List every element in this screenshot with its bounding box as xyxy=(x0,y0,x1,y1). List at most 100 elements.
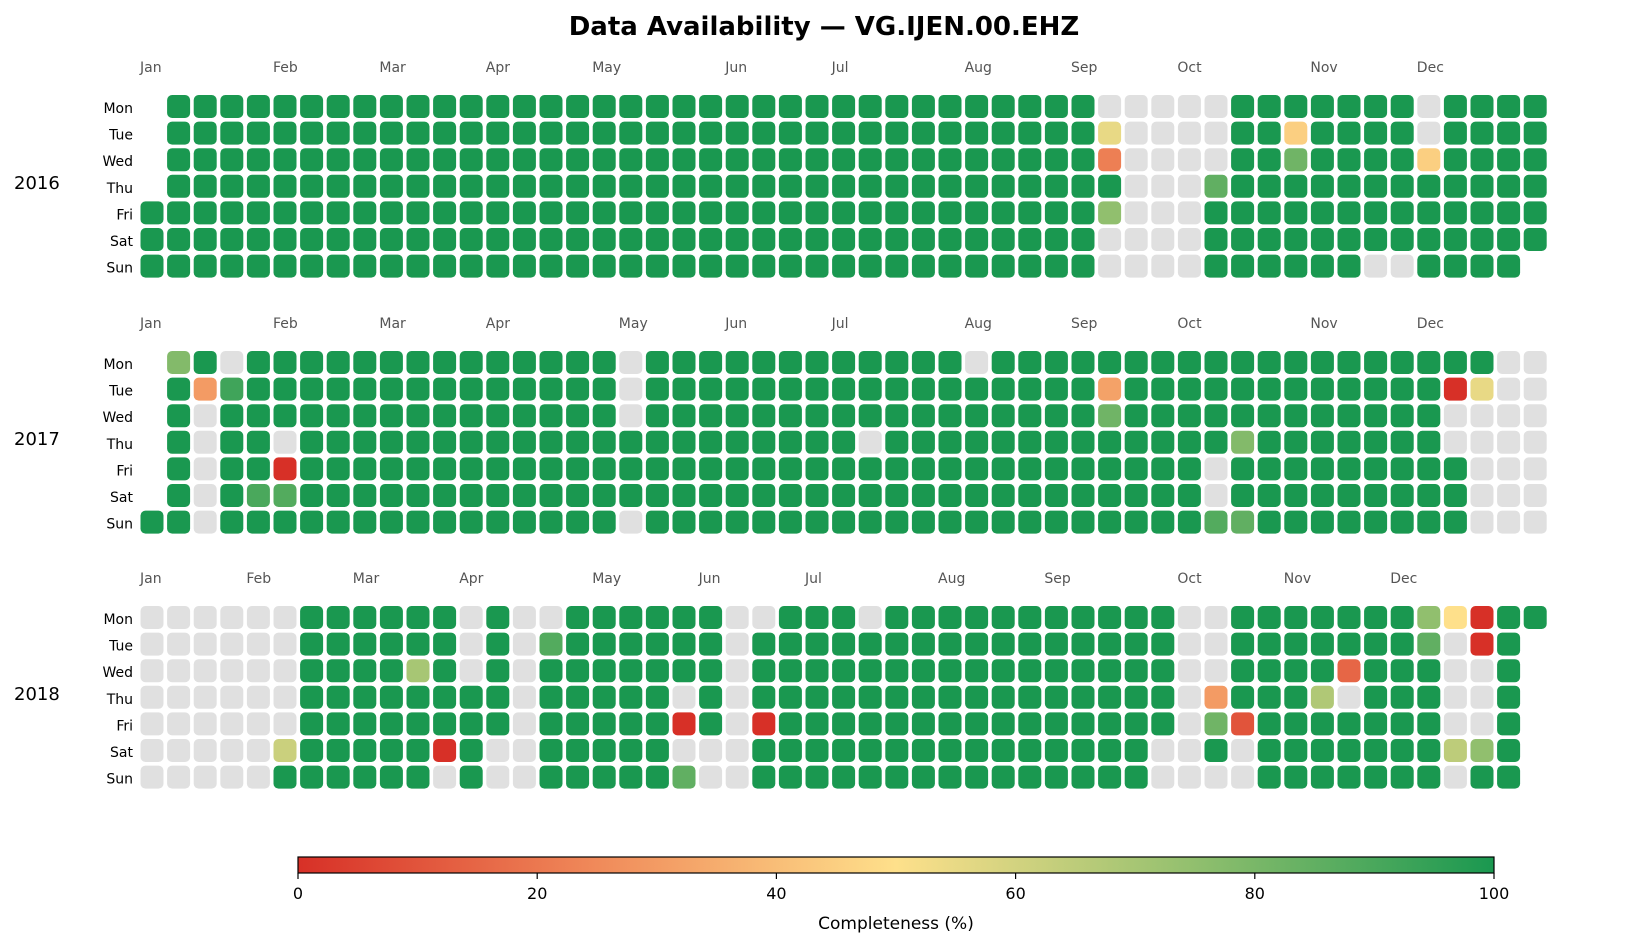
day-cell xyxy=(911,121,935,145)
day-cell xyxy=(832,484,856,507)
day-cell xyxy=(220,739,244,762)
day-cell xyxy=(1177,148,1201,172)
day-cell xyxy=(752,484,776,507)
month-label: Mar xyxy=(379,316,406,332)
day-cell xyxy=(273,712,297,736)
day-cell xyxy=(486,457,510,481)
day-cell xyxy=(911,430,935,454)
day-cell xyxy=(1151,174,1175,198)
day-cell xyxy=(938,404,962,428)
day-cell xyxy=(1284,351,1308,374)
day-label: Fri xyxy=(116,463,133,479)
day-cell xyxy=(1390,685,1414,709)
day-cell xyxy=(1124,739,1148,762)
day-cell xyxy=(1151,148,1175,172)
month-label: Feb xyxy=(273,60,298,76)
day-cell xyxy=(1098,685,1122,709)
day-cell xyxy=(938,430,962,454)
day-cell xyxy=(699,95,723,118)
day-cell xyxy=(1071,201,1095,225)
day-cell xyxy=(539,712,563,736)
day-cell xyxy=(1497,351,1521,374)
day-cell xyxy=(1284,739,1308,762)
day-cell xyxy=(1470,659,1494,683)
day-cell xyxy=(539,484,563,507)
day-cell xyxy=(1417,685,1441,709)
day-cell xyxy=(805,712,829,736)
day-cell xyxy=(1257,457,1281,481)
day-cell xyxy=(645,404,669,428)
day-cell xyxy=(300,174,324,198)
day-cell xyxy=(1417,95,1441,118)
day-cell xyxy=(566,659,590,683)
day-cell xyxy=(539,632,563,656)
day-cell xyxy=(592,201,616,225)
day-cell xyxy=(1257,201,1281,225)
day-cell xyxy=(911,659,935,683)
day-cell xyxy=(965,121,989,145)
day-cell xyxy=(1044,254,1068,278)
day-cell xyxy=(246,174,270,198)
day-cell xyxy=(1231,739,1255,762)
day-cell xyxy=(725,606,749,629)
day-cell xyxy=(911,632,935,656)
month-label: Sep xyxy=(1044,571,1071,587)
month-label: Dec xyxy=(1417,316,1444,332)
day-cell xyxy=(1098,228,1122,251)
day-label: Mon xyxy=(103,357,133,373)
day-cell xyxy=(1310,254,1334,278)
day-cell xyxy=(619,254,643,278)
day-cell xyxy=(273,95,297,118)
day-cell xyxy=(512,377,536,401)
day-cell xyxy=(645,174,669,198)
day-cell xyxy=(938,228,962,251)
day-cell xyxy=(805,685,829,709)
day-cell xyxy=(805,739,829,762)
month-label: Mar xyxy=(353,571,380,587)
day-cell xyxy=(1497,174,1521,198)
day-cell xyxy=(512,95,536,118)
day-cell xyxy=(220,606,244,629)
day-cell xyxy=(1018,606,1042,629)
day-cell xyxy=(246,685,270,709)
day-cell xyxy=(539,430,563,454)
day-cell xyxy=(246,430,270,454)
day-cell xyxy=(1470,632,1494,656)
day-cell xyxy=(353,377,377,401)
day-cell xyxy=(1497,632,1521,656)
day-cell xyxy=(1071,95,1095,118)
day-cell xyxy=(406,765,430,789)
day-cell xyxy=(619,95,643,118)
day-cell xyxy=(1257,228,1281,251)
day-cell xyxy=(1071,148,1095,172)
day-cell xyxy=(619,201,643,225)
day-cell xyxy=(1523,228,1547,251)
day-cell xyxy=(459,659,483,683)
day-cell xyxy=(619,739,643,762)
day-cell xyxy=(1443,765,1467,789)
day-cell xyxy=(592,659,616,683)
day-cell xyxy=(1523,351,1547,374)
day-cell xyxy=(885,457,909,481)
day-cell xyxy=(699,712,723,736)
day-cell xyxy=(1390,254,1414,278)
day-cell xyxy=(1044,739,1068,762)
day-cell xyxy=(645,430,669,454)
day-cell xyxy=(1364,174,1388,198)
day-cell xyxy=(1018,510,1042,534)
colorbar-gradient xyxy=(297,856,1495,874)
day-cell xyxy=(725,685,749,709)
day-cell xyxy=(911,254,935,278)
day-cell xyxy=(167,712,191,736)
day-cell xyxy=(1231,430,1255,454)
day-cell xyxy=(725,228,749,251)
day-cell xyxy=(1204,765,1228,789)
day-cell xyxy=(406,484,430,507)
day-cell xyxy=(1151,739,1175,762)
day-cell xyxy=(220,148,244,172)
day-cell xyxy=(1443,510,1467,534)
day-cell xyxy=(1284,510,1308,534)
day-cell xyxy=(725,148,749,172)
day-cell xyxy=(1390,430,1414,454)
day-cell xyxy=(805,148,829,172)
